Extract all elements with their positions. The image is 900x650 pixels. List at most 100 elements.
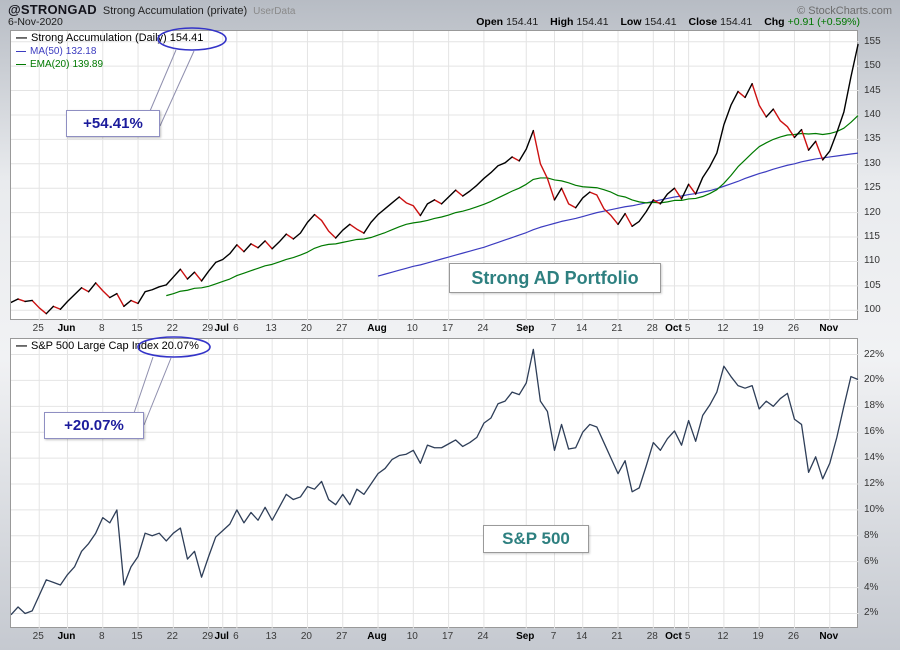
lower-chart-y-axis: 22% 20% 18% 16% 14% 12% 10% 8% 6% 4% 2%	[863, 338, 899, 630]
y-axis-label: 14%	[864, 452, 885, 464]
x-axis-label: 20	[300, 631, 312, 642]
x-axis-label: Nov	[819, 323, 839, 334]
x-axis-label: 7	[550, 323, 557, 334]
x-axis-label: Sep	[516, 323, 535, 334]
x-axis-label: 26	[787, 631, 800, 642]
change-label: Chg	[764, 16, 785, 28]
y-axis-label: 6%	[864, 555, 879, 567]
x-axis-label: 28	[646, 631, 658, 642]
y-axis-label: 18%	[864, 400, 885, 412]
x-axis-label: Jun	[57, 323, 76, 334]
y-axis-label: 130	[864, 157, 881, 169]
upper-gain-annotation: +54.41%	[66, 110, 160, 137]
x-axis-label: 17	[442, 631, 454, 642]
x-axis-label: 25	[32, 631, 44, 642]
header-row: @STRONGAD Strong Accumulation (private) …	[8, 2, 892, 17]
sp500-overlay-label: S&P 500	[483, 525, 589, 553]
legend-item-sp500: — S&P 500 Large Cap Index 20.07%	[16, 340, 199, 353]
x-axis-label: 13	[265, 323, 277, 334]
x-axis-label: 14	[576, 323, 588, 334]
upper-chart-x-axis: 25 Jun 8 15 22 29 Jul 6 13 20 27 Aug 10 17 24 Sep 7 14 21 2…	[10, 323, 858, 336]
x-axis-label: Aug	[367, 631, 387, 642]
y-axis-label: 140	[864, 108, 881, 120]
upper-chart-canvas	[11, 31, 859, 321]
copyright-text: © StockCharts.com	[797, 5, 892, 17]
legend-item-ma50: — MA(50) 132.18	[16, 45, 203, 58]
x-axis-label: 24	[477, 323, 489, 334]
x-axis-label: Nov	[819, 631, 839, 642]
close-value: 154.41	[720, 16, 753, 28]
y-axis-label: 8%	[864, 529, 879, 541]
x-axis-label: 28	[646, 323, 658, 334]
x-axis-label: 20	[300, 323, 312, 334]
x-axis-label: 7	[550, 631, 557, 642]
y-axis-label: 22%	[864, 348, 885, 360]
x-axis-label: 10	[406, 323, 418, 334]
x-axis-label: 13	[265, 631, 277, 642]
x-axis-label: 27	[336, 323, 348, 334]
lower-chart-canvas	[11, 339, 859, 629]
y-axis-label: 120	[864, 206, 881, 218]
lower-gain-annotation: +20.07%	[44, 412, 144, 439]
x-axis-label: 29	[202, 631, 214, 642]
upper-chart-y-axis: 155 150 145 140 135 130 125 120 115 110 105 100	[863, 30, 899, 322]
x-axis-label: 21	[611, 631, 623, 642]
x-axis-label: Aug	[367, 323, 387, 334]
lower-chart-legend: — S&P 500 Large Cap Index 20.07%	[16, 340, 199, 353]
y-axis-label: 100	[864, 304, 881, 316]
y-axis-label: 16%	[864, 426, 885, 438]
legend-label: EMA(20)	[30, 59, 70, 70]
x-axis-label: Jun	[57, 631, 76, 642]
open-value: 154.41	[506, 16, 539, 28]
line-swatch-icon: —	[16, 32, 27, 44]
upper-chart-plot: — Strong Accumulation (Daily) 154.41 — MA(5…	[10, 30, 859, 321]
x-axis-label: 21	[611, 323, 623, 334]
y-axis-label: 115	[864, 231, 880, 243]
low-value: 154.41	[644, 16, 677, 28]
y-axis-label: 155	[864, 35, 881, 47]
line-swatch-icon: —	[16, 340, 27, 352]
x-axis-label: 17	[442, 323, 454, 334]
y-axis-label: 12%	[864, 478, 885, 489]
x-axis-label: Oct	[665, 631, 682, 642]
x-axis-label: Sep	[516, 631, 535, 642]
x-axis-label: 8	[98, 323, 105, 334]
y-axis-label: 150	[864, 60, 881, 72]
close-label: Close	[688, 16, 718, 28]
x-axis-label: 26	[787, 323, 800, 334]
x-axis-label: 12	[717, 323, 729, 334]
high-value: 154.41	[576, 16, 609, 28]
legend-value: 139.89	[72, 59, 104, 70]
userdata-tag: UserData	[253, 6, 296, 17]
y-axis-label: 4%	[864, 581, 879, 593]
x-axis-label: Jul	[214, 323, 229, 334]
y-axis-label: 20%	[864, 374, 885, 386]
y-axis-label: 110	[864, 255, 880, 267]
portfolio-overlay-label: Strong AD Portfolio	[449, 263, 661, 293]
x-axis-label: 14	[576, 631, 588, 642]
x-axis-label: 24	[477, 631, 489, 642]
high-label: High	[550, 16, 574, 28]
line-swatch-icon: —	[16, 59, 26, 70]
y-axis-label: 105	[864, 279, 881, 291]
x-axis-label: 12	[717, 631, 729, 642]
quote-row: 6-Nov-2020 Open 154.41 High 154.41 Low 154.…	[8, 16, 860, 29]
x-axis-label: 19	[752, 631, 764, 642]
chart-title: Strong Accumulation (private)	[102, 5, 248, 17]
y-axis-label: 135	[864, 133, 881, 145]
legend-value: 20.07%	[161, 340, 199, 352]
legend-item-price: — Strong Accumulation (Daily) 154.41	[16, 32, 203, 45]
x-axis-label: 22	[166, 323, 178, 334]
y-axis-label: 125	[864, 182, 881, 194]
x-axis-label: 25	[32, 323, 44, 334]
x-axis-label: 22	[166, 631, 178, 642]
legend-label: MA(50)	[30, 46, 63, 57]
y-axis-label: 145	[864, 84, 881, 96]
x-axis-label: 15	[131, 323, 143, 334]
x-axis-label: 5	[684, 323, 691, 334]
x-axis-label: 6	[233, 631, 239, 642]
legend-label: S&P 500 Large Cap Index	[31, 340, 159, 352]
x-axis-label: 10	[406, 631, 418, 642]
low-label: Low	[620, 16, 642, 28]
